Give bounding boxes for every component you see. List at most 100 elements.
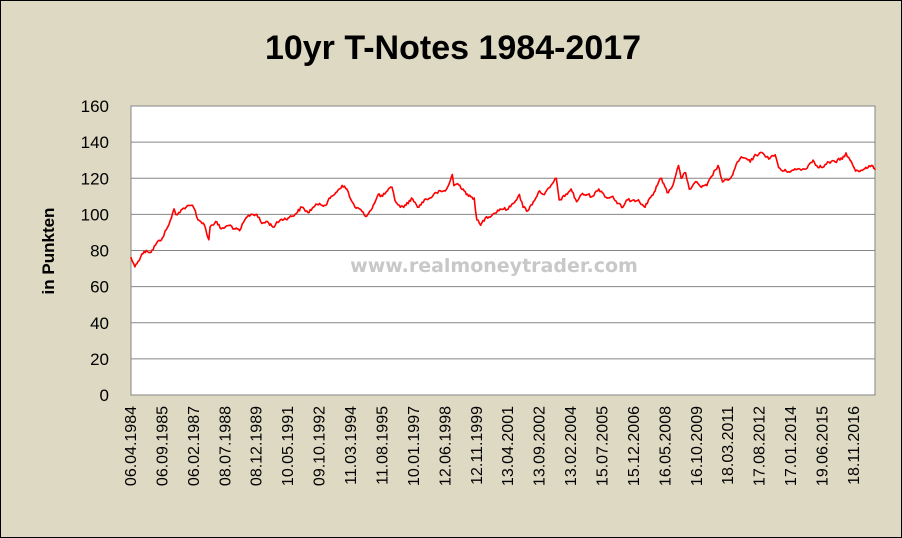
data-point-68 xyxy=(451,173,454,176)
data-point-35 xyxy=(279,219,282,221)
data-point-18 xyxy=(197,219,199,221)
data-point-97 xyxy=(601,191,604,194)
data-point-3 xyxy=(137,260,139,263)
data-point-104 xyxy=(637,199,640,201)
x-tick-label-23: 18.11.2016 xyxy=(846,406,863,485)
data-point-109 xyxy=(660,177,663,180)
data-point-72 xyxy=(467,195,470,198)
y-tick-label-100: 100 xyxy=(81,205,109,224)
data-point-76 xyxy=(484,217,487,219)
data-point-123 xyxy=(732,173,734,176)
y-tick-label-60: 60 xyxy=(90,278,109,297)
data-point-56 xyxy=(391,186,393,189)
data-point-2 xyxy=(134,266,136,268)
data-point-94 xyxy=(586,193,588,196)
data-point-136 xyxy=(796,168,799,170)
data-point-83 xyxy=(526,210,529,212)
data-point-122 xyxy=(727,179,729,181)
x-tick-label-7: 11.03.1994 xyxy=(343,406,360,485)
data-point-134 xyxy=(781,170,784,172)
x-tick-label-13: 13.09.2002 xyxy=(532,406,549,486)
x-tick-label-15: 15.07.2005 xyxy=(595,406,612,486)
data-point-45 xyxy=(341,184,343,187)
data-point-125 xyxy=(739,157,741,160)
data-point-25 xyxy=(224,226,227,228)
x-tick-label-14: 13.02.2004 xyxy=(563,406,580,486)
data-point-43 xyxy=(329,197,332,199)
data-point-23 xyxy=(214,220,217,223)
data-point-52 xyxy=(373,202,376,205)
x-tick-label-17: 16.05.2008 xyxy=(657,406,674,486)
data-point-79 xyxy=(507,208,510,210)
data-point-29 xyxy=(245,217,247,219)
data-point-89 xyxy=(558,199,560,201)
data-point-90 xyxy=(563,195,566,198)
x-tick-label-6: 09.10.1992 xyxy=(312,406,329,486)
data-point-147 xyxy=(854,170,857,172)
data-point-81 xyxy=(518,193,521,196)
data-point-101 xyxy=(622,206,624,208)
data-point-6 xyxy=(150,251,152,254)
data-point-61 xyxy=(413,200,415,203)
data-point-65 xyxy=(435,191,438,194)
data-point-54 xyxy=(381,195,384,198)
data-point-99 xyxy=(612,195,614,198)
data-point-151 xyxy=(874,168,876,170)
x-tick-label-21: 17.01.2014 xyxy=(783,406,800,486)
data-point-67 xyxy=(448,182,451,185)
data-point-149 xyxy=(865,166,867,169)
data-point-115 xyxy=(688,188,691,190)
data-point-118 xyxy=(706,184,708,187)
data-point-130 xyxy=(763,154,766,156)
data-point-60 xyxy=(410,197,413,199)
data-point-112 xyxy=(677,164,680,167)
x-tick-label-2: 06.02.1987 xyxy=(186,406,203,486)
data-point-117 xyxy=(700,186,703,189)
data-point-55 xyxy=(386,190,389,192)
data-point-100 xyxy=(616,202,618,205)
data-point-42 xyxy=(324,204,327,207)
y-axis-label: in Punkten xyxy=(39,208,58,295)
x-tick-label-20: 17.08.2012 xyxy=(752,406,769,486)
data-point-66 xyxy=(444,190,447,192)
data-point-38 xyxy=(301,206,303,208)
y-tick-label-40: 40 xyxy=(90,314,109,333)
data-point-113 xyxy=(680,177,682,180)
data-point-28 xyxy=(238,229,241,232)
data-point-58 xyxy=(399,206,402,208)
series-line xyxy=(130,151,876,268)
data-point-51 xyxy=(368,211,370,214)
data-point-30 xyxy=(250,213,252,216)
x-tick-label-3: 08.07.1988 xyxy=(217,406,234,486)
data-point-78 xyxy=(499,208,501,210)
data-point-75 xyxy=(479,224,482,226)
data-point-9 xyxy=(166,226,169,228)
data-point-88 xyxy=(555,177,558,180)
data-point-15 xyxy=(185,206,187,208)
y-tick-label-160: 160 xyxy=(81,97,109,116)
y-tick-label-80: 80 xyxy=(90,242,109,261)
data-point-95 xyxy=(591,195,594,198)
data-point-46 xyxy=(346,188,348,190)
data-point-4 xyxy=(141,253,143,255)
watermark: www.realmoneytrader.com xyxy=(350,255,638,277)
data-point-135 xyxy=(790,170,792,172)
data-point-16 xyxy=(191,204,194,207)
data-point-133 xyxy=(777,166,780,169)
x-tick-label-4: 08.12.1989 xyxy=(249,406,266,486)
series-layer xyxy=(130,151,876,268)
data-point-40 xyxy=(312,206,315,208)
data-point-126 xyxy=(745,157,747,160)
x-tick-label-18: 16.10.2009 xyxy=(689,406,706,486)
data-point-116 xyxy=(696,181,698,183)
data-point-70 xyxy=(456,182,459,185)
data-point-114 xyxy=(684,172,687,174)
data-point-27 xyxy=(233,228,235,230)
data-point-34 xyxy=(272,226,274,228)
data-point-127 xyxy=(749,161,751,163)
y-tick-labels: 0 20 40 60 80 100 120 140 160 xyxy=(81,97,109,405)
data-point-39 xyxy=(307,211,309,214)
data-point-142 xyxy=(834,161,837,163)
